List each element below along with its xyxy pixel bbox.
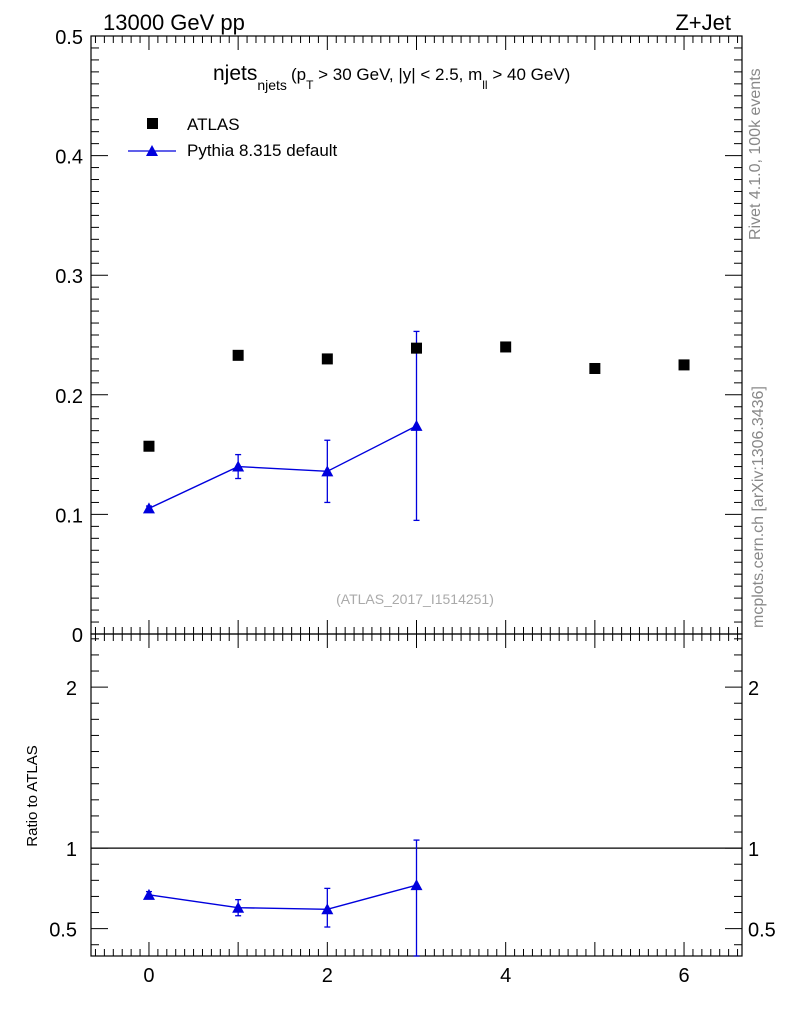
header-left-label: 13000 GeV pp (103, 10, 245, 35)
main-y-tick-label: 0.3 (55, 266, 83, 288)
main-y-tick-label: 0 (72, 625, 83, 647)
ratio-y-tick-label-left: 0.5 (49, 920, 77, 942)
ratio-y-tick-labels: 0.5 1 2 0.5 1 2 (49, 678, 776, 942)
main-y-tick-label: 0.2 (55, 386, 83, 408)
mcplots-label: mcplots.cern.ch [arXiv:1306.3436] (750, 386, 767, 628)
main-pythia-series (142, 330, 423, 522)
rivet-label: Rivet 4.1.0, 100k events (747, 68, 764, 240)
main-pythia-point (321, 465, 334, 477)
main-y-tick-label: 0.1 (55, 505, 83, 527)
main-atlas-point (321, 353, 333, 365)
main-atlas-point (589, 362, 601, 374)
ratio-y-tick-label-left: 2 (66, 678, 77, 700)
x-tick-label: 4 (500, 965, 511, 987)
legend-pythia-label: Pythia 8.315 default (187, 141, 338, 160)
main-pythia-line (148, 425, 417, 510)
x-tick-labels: 0 2 4 6 (143, 965, 689, 987)
ratio-pythia-point (142, 888, 155, 900)
main-atlas-series (143, 341, 690, 452)
analysis-watermark: (ATLAS_2017_I1514251) (336, 591, 494, 607)
main-pythia-point (142, 502, 155, 514)
main-y-tick-label: 0.4 (55, 147, 83, 169)
legend-pythia-marker (146, 145, 158, 156)
legend-atlas-marker (147, 118, 158, 129)
ratio-pythia-point (232, 901, 245, 913)
ratio-y-axis-label: Ratio to ATLAS (24, 745, 41, 846)
ratio-pythia-series (142, 839, 423, 957)
ratio-y-tick-label-left: 1 (66, 839, 77, 861)
header-right-label: Z+Jet (675, 10, 731, 35)
ratio-y-tick-label-right: 0.5 (748, 920, 776, 942)
main-y-tick-label: 0.5 (55, 27, 83, 49)
main-atlas-point (411, 342, 422, 354)
main-atlas-point (143, 440, 155, 452)
main-atlas-point (678, 359, 690, 371)
legend-atlas-label: ATLAS (187, 115, 240, 134)
main-y-tick-labels: 0 0.1 0.2 0.3 0.4 0.5 (55, 27, 83, 647)
x-tick-label: 2 (322, 965, 333, 987)
ratio-axis-ticks (91, 634, 742, 956)
plot-title: njetsnjets(pT > 30 GeV, |y| < 2.5, mll >… (213, 62, 570, 93)
x-tick-label: 6 (678, 965, 689, 987)
main-atlas-point (500, 341, 512, 353)
main-axis-ticks (91, 35, 742, 635)
main-pythia-point (232, 460, 245, 472)
ratio-pythia-point (410, 879, 423, 891)
ratio-pythia-line (148, 884, 417, 911)
main-atlas-point (232, 349, 244, 361)
ratio-y-tick-label-right: 2 (748, 678, 759, 700)
x-tick-label: 0 (143, 965, 154, 987)
ratio-y-tick-label-right: 1 (748, 839, 759, 861)
main-pythia-point (410, 419, 423, 431)
ratio-pythia-point (321, 903, 334, 915)
